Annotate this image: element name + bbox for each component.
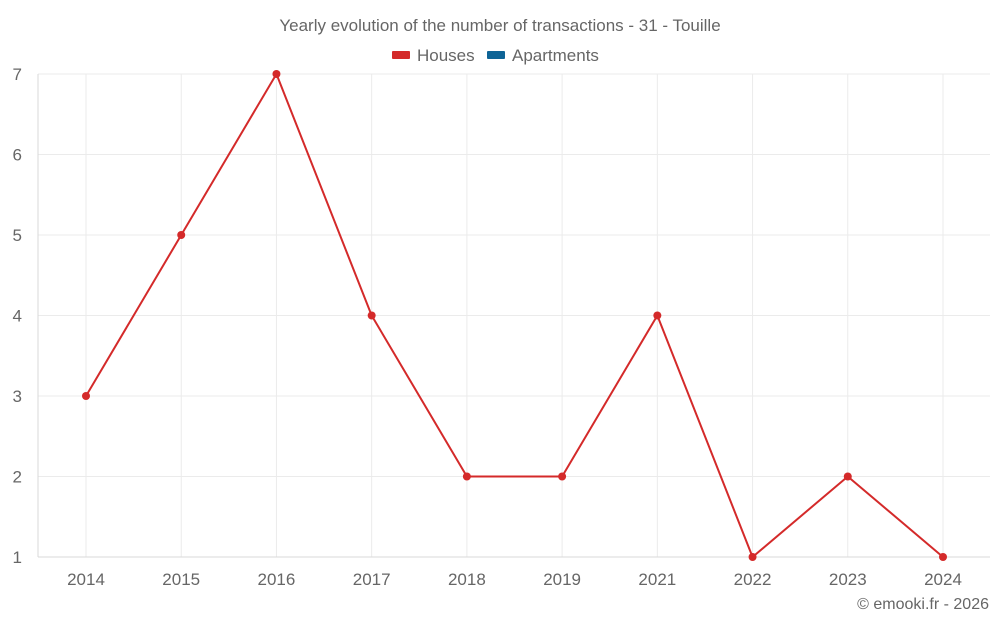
data-point-houses-2017[interactable]: [367, 311, 376, 320]
x-tick-label-2024: 2024: [924, 570, 962, 589]
y-axis: 1 2 3 4 5 6 7: [13, 65, 22, 567]
data-point-houses-2016[interactable]: [272, 70, 281, 78]
y-tick-label-2: 2: [13, 468, 22, 487]
data-point-houses-2018[interactable]: [462, 472, 471, 481]
x-tick-label-2016: 2016: [258, 570, 296, 589]
data-point-houses-2014[interactable]: [82, 392, 90, 400]
y-tick-label-5: 5: [13, 226, 22, 245]
grid: [37, 73, 990, 558]
data-point-houses-2024[interactable]: [939, 553, 947, 561]
x-tick-label-2022: 2022: [734, 570, 772, 589]
x-tick-label-2017: 2017: [353, 570, 391, 589]
series-layer: [82, 70, 947, 561]
legend-swatch-apartments: [487, 51, 505, 59]
legend-item-apartments[interactable]: Apartments: [487, 46, 599, 65]
data-point-houses-2015[interactable]: [177, 231, 186, 239]
series-line-houses: [85, 73, 944, 558]
x-tick-label-2021: 2021: [638, 570, 676, 589]
x-tick-label-2015: 2015: [162, 570, 200, 589]
legend-swatch-houses: [392, 51, 410, 59]
credit-text: © emooki.fr - 2026: [857, 596, 989, 613]
y-tick-label-4: 4: [13, 307, 22, 326]
legend-label-apartments: Apartments: [512, 46, 599, 65]
x-tick-label-2014: 2014: [67, 570, 105, 589]
legend-label-houses: Houses: [417, 46, 475, 65]
data-point-houses-2019[interactable]: [558, 472, 567, 481]
data-point-houses-2021[interactable]: [653, 311, 662, 320]
x-tick-label-2019: 2019: [543, 570, 581, 589]
x-tick-label-2018: 2018: [448, 570, 486, 589]
y-tick-label-6: 6: [13, 146, 22, 165]
data-point-houses-2023[interactable]: [843, 472, 852, 481]
x-tick-label-2023: 2023: [829, 570, 867, 589]
legend: Houses Apartments: [392, 46, 599, 65]
y-tick-label-7: 7: [13, 65, 22, 84]
x-axis: 2014 2015 2016 2017 2018 2019 2021 2022 2023 2024: [67, 570, 962, 589]
data-point-houses-2022[interactable]: [748, 553, 757, 561]
y-tick-label-1: 1: [13, 548, 22, 567]
chart-title: Yearly evolution of the number of transa…: [279, 16, 720, 35]
legend-item-houses[interactable]: Houses: [392, 46, 475, 65]
y-tick-label-3: 3: [13, 387, 22, 406]
